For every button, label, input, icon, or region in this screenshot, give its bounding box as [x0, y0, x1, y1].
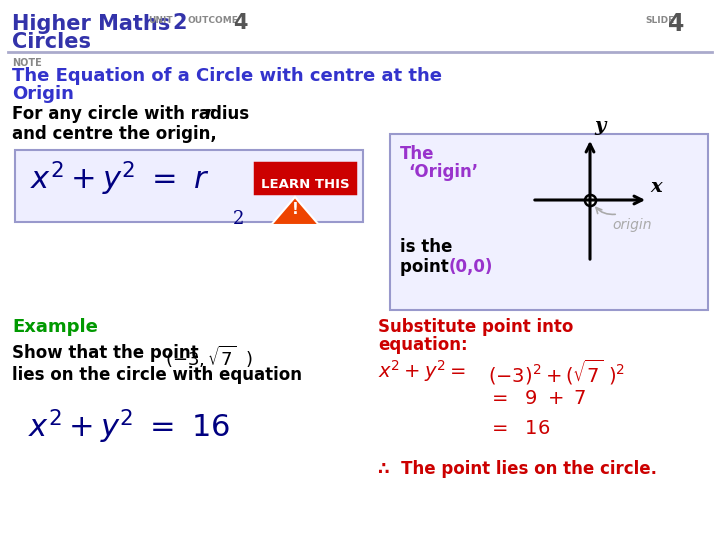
Text: ‘Origin’: ‘Origin’ — [408, 163, 478, 181]
FancyBboxPatch shape — [15, 150, 363, 222]
Text: r: r — [204, 105, 212, 122]
Text: ∴  The point lies on the circle.: ∴ The point lies on the circle. — [378, 460, 657, 478]
Text: point: point — [400, 258, 454, 276]
Text: !: ! — [292, 202, 298, 217]
Text: 4: 4 — [668, 12, 685, 36]
Text: (0,0): (0,0) — [449, 258, 493, 276]
Text: Origin: Origin — [12, 85, 74, 103]
Text: The: The — [400, 145, 434, 163]
Text: 2: 2 — [233, 210, 244, 228]
Text: Example: Example — [12, 318, 98, 336]
Text: origin: origin — [612, 218, 652, 232]
Text: $(-3, \sqrt{7}\ \ )$: $(-3, \sqrt{7}\ \ )$ — [165, 344, 253, 370]
Text: Substitute point into: Substitute point into — [378, 318, 573, 336]
Text: UNIT: UNIT — [148, 16, 173, 25]
Text: Circles: Circles — [12, 32, 91, 52]
Text: SLIDE: SLIDE — [645, 16, 674, 25]
FancyBboxPatch shape — [390, 134, 708, 310]
Polygon shape — [271, 197, 319, 225]
FancyBboxPatch shape — [255, 163, 355, 193]
Text: 2: 2 — [172, 13, 186, 33]
Text: and centre the origin,: and centre the origin, — [12, 125, 217, 143]
Text: Higher Maths: Higher Maths — [12, 14, 170, 34]
Text: $x^2 + y^2 =$: $x^2 + y^2 =$ — [378, 358, 466, 384]
Text: NOTE: NOTE — [12, 58, 42, 68]
Text: lies on the circle with equation: lies on the circle with equation — [12, 366, 302, 384]
Text: Show that the point: Show that the point — [12, 344, 210, 362]
Text: $x^2 + y^2\ =\ r$: $x^2 + y^2\ =\ r$ — [30, 160, 210, 199]
Text: $=\ \ 16$: $=\ \ 16$ — [488, 420, 550, 438]
Text: OUTCOME: OUTCOME — [188, 16, 239, 25]
Text: The Equation of a Circle with centre at the: The Equation of a Circle with centre at … — [12, 67, 442, 85]
Text: $=\ \ 9\ +\ 7$: $=\ \ 9\ +\ 7$ — [488, 390, 586, 408]
Text: LEARN THIS: LEARN THIS — [261, 178, 349, 191]
Text: $x^2 + y^2\ =\ 16$: $x^2 + y^2\ =\ 16$ — [28, 408, 230, 447]
Text: is the: is the — [400, 238, 452, 256]
Text: $(-3)^2 + (\sqrt{7}\ )^2$: $(-3)^2 + (\sqrt{7}\ )^2$ — [488, 358, 625, 387]
Text: equation:: equation: — [378, 336, 467, 354]
Text: For any circle with radius: For any circle with radius — [12, 105, 255, 123]
Text: y: y — [594, 117, 606, 135]
Text: x: x — [650, 178, 662, 196]
Text: 4: 4 — [233, 13, 248, 33]
